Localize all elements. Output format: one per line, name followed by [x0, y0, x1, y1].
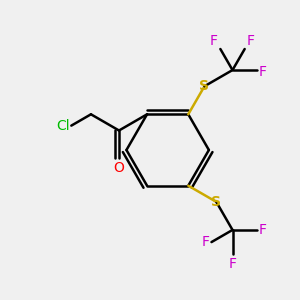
Text: F: F	[258, 64, 266, 79]
Text: S: S	[200, 79, 209, 93]
Text: Cl: Cl	[56, 118, 70, 133]
Text: F: F	[258, 223, 266, 237]
Text: F: F	[229, 256, 236, 271]
Text: F: F	[246, 34, 254, 47]
Text: S: S	[211, 195, 221, 209]
Text: F: F	[209, 34, 217, 47]
Text: F: F	[202, 235, 210, 249]
Text: O: O	[114, 161, 124, 175]
